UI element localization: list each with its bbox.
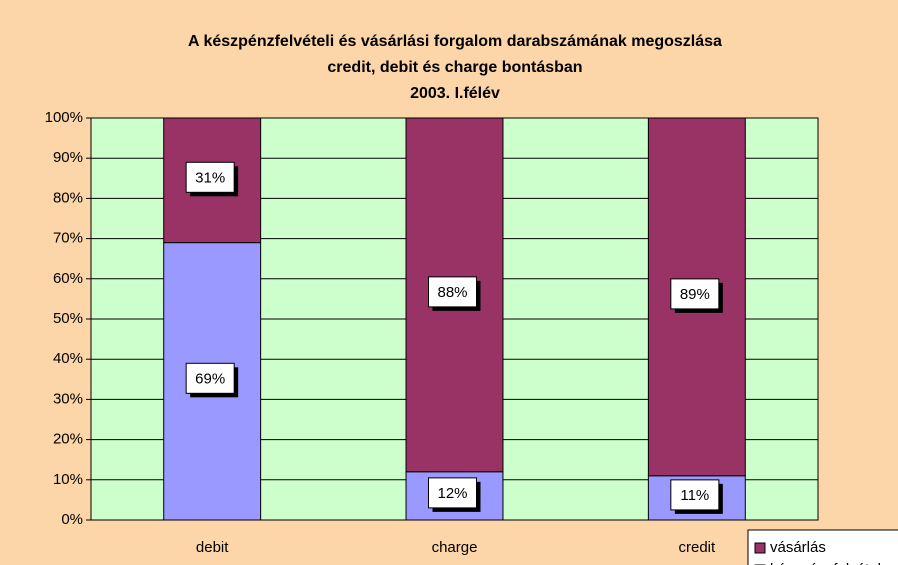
data-label-box: [670, 479, 720, 511]
y-tick-label: 90%: [53, 149, 83, 166]
legend-label: készpénzfelvétel: [770, 561, 881, 565]
y-tick-label: 40%: [53, 350, 83, 367]
data-label: 12%: [437, 485, 467, 502]
y-tick-label: 60%: [53, 270, 83, 287]
y-tick-label: 10%: [53, 471, 83, 488]
data-label-box: [185, 161, 235, 193]
x-tick-label: debit: [196, 539, 229, 556]
y-tick-label: 0%: [61, 511, 83, 528]
chart-title: credit, debit és charge bontásban: [327, 59, 582, 76]
x-tick-label: credit: [678, 539, 716, 556]
y-tick-label: 20%: [53, 431, 83, 448]
y-tick-label: 70%: [53, 230, 83, 247]
legend: vásárlás készpénzfelvétel: [747, 529, 898, 565]
data-label-box: [428, 477, 477, 509]
data-label: 88%: [437, 284, 467, 301]
data-label: 69%: [195, 370, 225, 387]
data-label: 31%: [195, 169, 225, 186]
data-label-box: [428, 276, 477, 308]
y-tick-label: 80%: [53, 189, 83, 206]
data-label-box: [670, 278, 720, 310]
data-label: 11%: [680, 487, 709, 504]
data-label: 89%: [680, 286, 710, 303]
chart-title: 2003. I.félév: [410, 85, 500, 102]
y-tick-label: 50%: [53, 310, 83, 327]
y-tick-label: 100%: [45, 109, 83, 126]
data-label-box: [185, 362, 235, 394]
x-tick-label: charge: [432, 539, 478, 556]
chart-title: A készpénzfelvételi és vásárlási forgalo…: [188, 33, 722, 50]
legend-box: [747, 529, 898, 565]
y-tick-label: 30%: [53, 390, 83, 407]
legend-label: vásárlás: [770, 539, 826, 556]
legend-swatch: [754, 542, 766, 554]
